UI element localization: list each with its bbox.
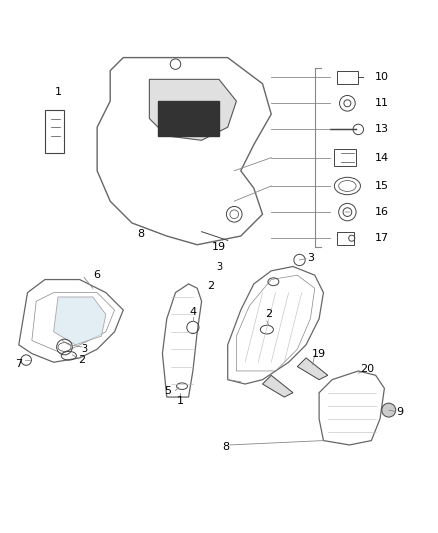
Text: 4: 4: [189, 307, 197, 317]
Text: 19: 19: [312, 349, 326, 359]
Text: 2: 2: [78, 355, 85, 365]
Text: 16: 16: [375, 207, 389, 217]
Polygon shape: [297, 358, 328, 379]
Text: 2: 2: [207, 281, 214, 291]
Text: 6: 6: [94, 270, 101, 280]
Text: 1: 1: [177, 397, 184, 407]
Text: 7: 7: [15, 359, 22, 369]
Text: 3: 3: [307, 253, 314, 263]
Text: 3: 3: [81, 344, 87, 354]
Polygon shape: [149, 79, 237, 140]
Text: 14: 14: [375, 152, 389, 163]
Bar: [45, 110, 64, 154]
Text: 20: 20: [360, 364, 374, 374]
Bar: [158, 101, 219, 136]
Polygon shape: [262, 375, 293, 397]
Text: 19: 19: [212, 242, 226, 252]
Text: 8: 8: [222, 442, 229, 452]
Text: 11: 11: [375, 98, 389, 108]
Bar: [334, 149, 356, 166]
Text: 10: 10: [375, 72, 389, 82]
Bar: [336, 232, 354, 245]
Text: 17: 17: [375, 233, 389, 243]
Circle shape: [382, 403, 396, 417]
Text: 13: 13: [375, 124, 389, 134]
Text: 3: 3: [216, 262, 222, 271]
Text: 1: 1: [54, 87, 61, 98]
Polygon shape: [53, 297, 106, 345]
Text: 8: 8: [137, 229, 144, 239]
Text: 9: 9: [396, 407, 403, 417]
Text: 15: 15: [375, 181, 389, 191]
Text: 2: 2: [265, 309, 272, 319]
Text: 5: 5: [164, 385, 171, 395]
Bar: [336, 71, 358, 84]
